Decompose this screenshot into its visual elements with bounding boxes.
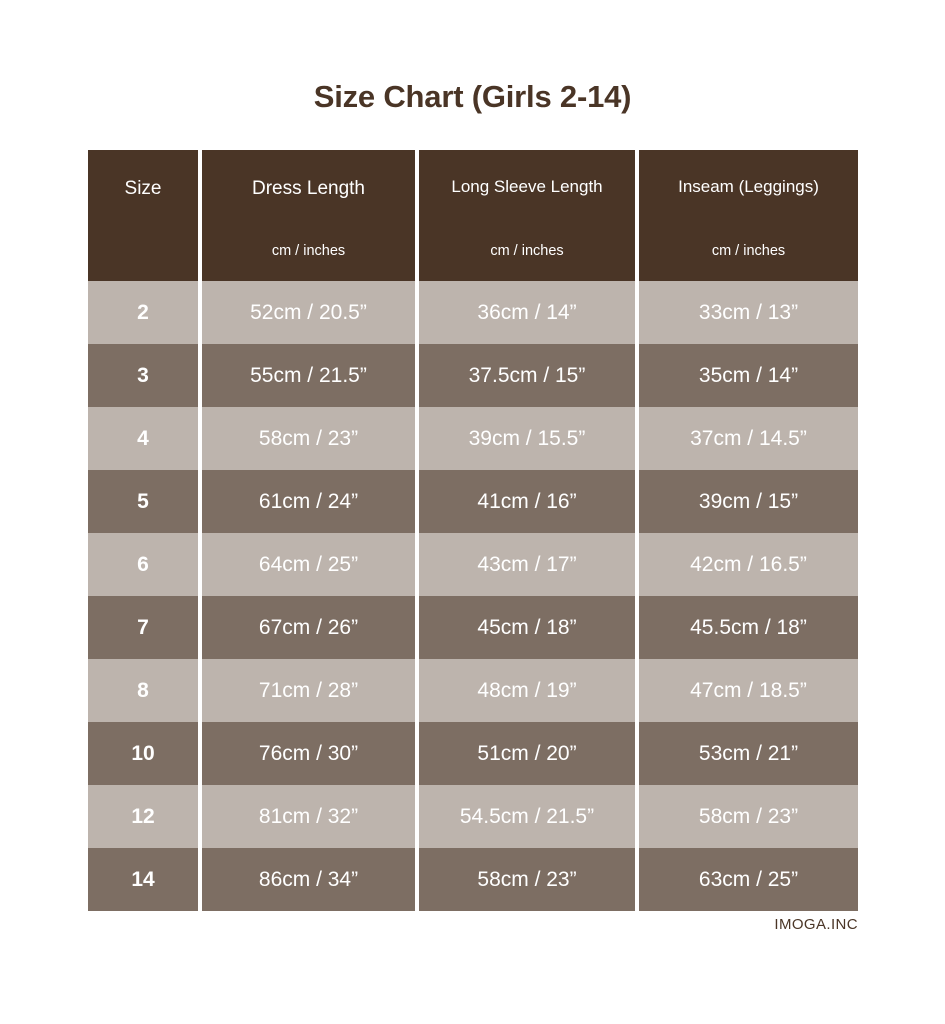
cell-inseam: 63cm / 25”: [637, 848, 858, 911]
column-header-long-sleeve-length: Long Sleeve Length cm / inches: [417, 150, 639, 281]
table-row: 4 58cm / 23” 39cm / 15.5” 37cm / 14.5”: [88, 407, 858, 470]
table-row: 2 52cm / 20.5” 36cm / 14” 33cm / 13”: [88, 281, 858, 344]
cell-long-sleeve-length: 43cm / 17”: [417, 533, 639, 596]
cell-dress-length: 61cm / 24”: [200, 470, 419, 533]
cell-size: 2: [88, 281, 202, 344]
table-row: 3 55cm / 21.5” 37.5cm / 15” 35cm / 14”: [88, 344, 858, 407]
table-body: 2 52cm / 20.5” 36cm / 14” 33cm / 13” 3 55cm /…: [88, 281, 858, 911]
cell-long-sleeve-length: 36cm / 14”: [417, 281, 639, 344]
cell-size: 5: [88, 470, 202, 533]
cell-long-sleeve-length: 37.5cm / 15”: [417, 344, 639, 407]
column-header-inseam: Inseam (Leggings) cm / inches: [637, 150, 858, 281]
cell-dress-length: 67cm / 26”: [200, 596, 419, 659]
table-row: 12 81cm / 32” 54.5cm / 21.5” 58cm / 23”: [88, 785, 858, 848]
column-header-dress-length: Dress Length cm / inches: [200, 150, 419, 281]
cell-inseam: 45.5cm / 18”: [637, 596, 858, 659]
cell-dress-length: 86cm / 34”: [200, 848, 419, 911]
cell-dress-length: 71cm / 28”: [200, 659, 419, 722]
table-row: 8 71cm / 28” 48cm / 19” 47cm / 18.5”: [88, 659, 858, 722]
cell-long-sleeve-length: 41cm / 16”: [417, 470, 639, 533]
table-row: 7 67cm / 26” 45cm / 18” 45.5cm / 18”: [88, 596, 858, 659]
column-header-dress-length-label: Dress Length: [251, 178, 365, 199]
table-header: Size Dress Length cm / inches Long Sleev…: [88, 150, 858, 281]
cell-long-sleeve-length: 39cm / 15.5”: [417, 407, 639, 470]
cell-inseam: 39cm / 15”: [637, 470, 858, 533]
size-chart-table: Size Dress Length cm / inches Long Sleev…: [88, 150, 858, 911]
cell-dress-length: 58cm / 23”: [200, 407, 419, 470]
cell-inseam: 37cm / 14.5”: [637, 407, 858, 470]
column-header-size: Size: [88, 150, 202, 281]
header-row: Size Dress Length cm / inches Long Sleev…: [88, 150, 858, 281]
column-header-long-sleeve-length-label: Long Sleeve Length: [451, 177, 603, 196]
cell-size: 12: [88, 785, 202, 848]
cell-size: 6: [88, 533, 202, 596]
cell-long-sleeve-length: 45cm / 18”: [417, 596, 639, 659]
column-header-inseam-label: Inseam (Leggings): [678, 177, 819, 196]
cell-dress-length: 55cm / 21.5”: [200, 344, 419, 407]
cell-inseam: 58cm / 23”: [637, 785, 858, 848]
table-row: 5 61cm / 24” 41cm / 16” 39cm / 15”: [88, 470, 858, 533]
cell-long-sleeve-length: 54.5cm / 21.5”: [417, 785, 639, 848]
cell-long-sleeve-length: 48cm / 19”: [417, 659, 639, 722]
cell-long-sleeve-length: 58cm / 23”: [417, 848, 639, 911]
cell-dress-length: 81cm / 32”: [200, 785, 419, 848]
cell-size: 10: [88, 722, 202, 785]
cell-inseam: 35cm / 14”: [637, 344, 858, 407]
cell-dress-length: 52cm / 20.5”: [200, 281, 419, 344]
cell-inseam: 33cm / 13”: [637, 281, 858, 344]
column-header-size-label: Size: [124, 178, 162, 199]
cell-size: 7: [88, 596, 202, 659]
cell-dress-length: 64cm / 25”: [200, 533, 419, 596]
cell-inseam: 47cm / 18.5”: [637, 659, 858, 722]
table-row: 6 64cm / 25” 43cm / 17” 42cm / 16.5”: [88, 533, 858, 596]
cell-inseam: 42cm / 16.5”: [637, 533, 858, 596]
cell-size: 4: [88, 407, 202, 470]
cell-size: 3: [88, 344, 202, 407]
cell-dress-length: 76cm / 30”: [200, 722, 419, 785]
cell-long-sleeve-length: 51cm / 20”: [417, 722, 639, 785]
cell-size: 8: [88, 659, 202, 722]
cell-inseam: 53cm / 21”: [637, 722, 858, 785]
brand-label: IMOGA.INC: [774, 916, 858, 933]
cell-size: 14: [88, 848, 202, 911]
table-row: 10 76cm / 30” 51cm / 20” 53cm / 21”: [88, 722, 858, 785]
table-row: 14 86cm / 34” 58cm / 23” 63cm / 25”: [88, 848, 858, 911]
column-header-long-sleeve-length-units: cm / inches: [490, 243, 564, 259]
page-title: Size Chart (Girls 2-14): [313, 79, 632, 114]
column-header-inseam-units: cm / inches: [711, 243, 786, 259]
column-header-dress-length-units: cm / inches: [271, 243, 346, 259]
